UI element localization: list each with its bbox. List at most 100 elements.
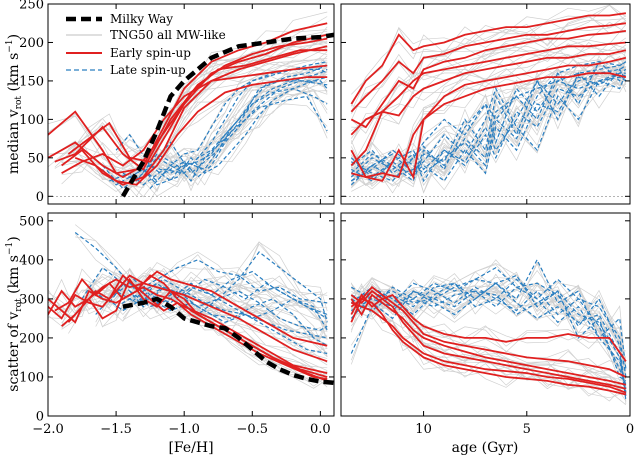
axes-frame bbox=[47, 212, 335, 417]
ticks bbox=[341, 3, 631, 204]
background-line bbox=[351, 21, 627, 134]
y-tick-label: 200 bbox=[19, 331, 44, 346]
late-spinup-line bbox=[142, 76, 328, 186]
x-tick-label: 10 bbox=[415, 422, 432, 437]
early-spinup-line bbox=[67, 49, 328, 163]
early-spinup-line bbox=[350, 293, 627, 390]
late-spinup-line bbox=[350, 278, 627, 389]
background-line bbox=[109, 57, 328, 198]
background-line bbox=[351, 288, 627, 382]
early-spinup-line bbox=[48, 270, 328, 347]
series-layer bbox=[341, 12, 630, 197]
x-tick-label: −1.0 bbox=[168, 422, 200, 437]
early-spinup-line bbox=[350, 285, 627, 378]
ticks: 10 5 0 bbox=[341, 213, 634, 437]
background-line bbox=[109, 61, 328, 187]
background-line bbox=[351, 68, 627, 189]
axes-frame bbox=[340, 3, 631, 205]
y-tick-label: 50 bbox=[27, 151, 44, 166]
x-tick-label: −2.0 bbox=[32, 422, 64, 437]
late-spinup-line bbox=[350, 61, 627, 175]
late-spinup-line bbox=[122, 286, 328, 355]
background-line bbox=[48, 29, 328, 186]
y-axis-label-top: median vrot (km s−1) bbox=[5, 34, 24, 174]
legend-label-tng50: TNG50 all MW-like bbox=[110, 28, 226, 42]
early-spinup-line bbox=[350, 301, 627, 394]
y-tick-label: 250 bbox=[19, 0, 44, 13]
background-line bbox=[350, 4, 627, 112]
background-line bbox=[143, 70, 328, 183]
background-line bbox=[48, 40, 328, 174]
background-line bbox=[156, 103, 328, 180]
y-tick-label: 500 bbox=[19, 214, 44, 229]
early-spinup-line bbox=[350, 49, 627, 167]
background-line bbox=[351, 68, 627, 182]
background-line bbox=[351, 295, 627, 391]
background-line bbox=[351, 42, 627, 161]
late-spinup-line bbox=[350, 72, 627, 186]
late-spinup-line bbox=[156, 95, 328, 175]
late-spinup-line bbox=[81, 266, 328, 316]
background-line bbox=[122, 279, 328, 354]
background-line bbox=[351, 277, 627, 380]
axes-frame bbox=[340, 212, 631, 417]
late-spinup-line bbox=[109, 68, 328, 186]
background-line bbox=[351, 55, 627, 192]
background-line bbox=[54, 268, 328, 383]
ticks: −2.0 −1.5 −1.0 −0.5 0.0 0 100 200 300 400 500 bbox=[19, 213, 334, 437]
early-spinup-line bbox=[350, 30, 627, 129]
y-axis-label-bottom: scatter of vrot (km s−1) bbox=[5, 236, 24, 391]
background-line bbox=[74, 233, 328, 309]
background-line bbox=[143, 64, 328, 188]
milky-way-line bbox=[122, 296, 334, 386]
series-layer bbox=[48, 22, 334, 198]
panel-top-right bbox=[340, 3, 631, 205]
late-spinup-line bbox=[350, 266, 627, 378]
x-tick-label: 5 bbox=[523, 422, 531, 437]
background-line bbox=[156, 92, 328, 183]
background-line bbox=[351, 15, 626, 114]
legend-label-late: Late spin-up bbox=[110, 63, 186, 77]
early-spinup-line bbox=[48, 274, 328, 363]
background-line bbox=[61, 35, 328, 195]
y-tick-label: 200 bbox=[19, 36, 44, 51]
y-tick-label: 100 bbox=[19, 113, 44, 128]
background-line bbox=[54, 33, 328, 180]
early-spinup-line bbox=[61, 45, 328, 186]
axes-frame bbox=[47, 3, 335, 205]
early-spinup-line bbox=[74, 76, 328, 186]
y-tick-label: 150 bbox=[19, 74, 44, 89]
early-spinup-line bbox=[350, 289, 627, 362]
background-line bbox=[68, 273, 328, 389]
late-spinup-line bbox=[129, 282, 328, 331]
milky-way-line bbox=[120, 32, 334, 198]
background-line bbox=[143, 71, 328, 197]
background-line bbox=[74, 224, 328, 308]
y-tick-label: 0 bbox=[36, 410, 44, 425]
background-line bbox=[351, 37, 627, 144]
early-spinup-line bbox=[48, 33, 328, 175]
panel-bottom-left: −2.0 −1.5 −1.0 −0.5 0.0 0 100 200 300 400 500 bbox=[19, 212, 335, 437]
x-tick-label: −0.5 bbox=[236, 422, 268, 437]
x-tick-label: 0 bbox=[626, 422, 634, 437]
late-spinup-line bbox=[74, 232, 328, 304]
early-spinup-line bbox=[61, 64, 328, 174]
late-spinup-line bbox=[350, 72, 626, 178]
background-line bbox=[350, 15, 627, 121]
panel-top-left: 0 50 100 150 200 250 bbox=[19, 0, 335, 205]
y-tick-label: 300 bbox=[19, 292, 44, 307]
series-layer bbox=[350, 258, 627, 401]
early-spinup-line bbox=[351, 72, 627, 179]
background-line bbox=[351, 277, 627, 389]
early-spinup-line bbox=[61, 277, 328, 382]
early-spinup-line bbox=[350, 293, 627, 386]
background-line bbox=[68, 40, 328, 162]
late-spinup-line bbox=[351, 290, 627, 382]
legend-label-milky-way: Milky Way bbox=[110, 12, 173, 26]
legend-label-early: Early spin-up bbox=[110, 46, 191, 60]
background-line bbox=[122, 286, 328, 354]
late-spinup-line bbox=[351, 61, 627, 182]
early-spinup-line bbox=[350, 56, 627, 182]
early-spinup-line bbox=[350, 297, 627, 396]
